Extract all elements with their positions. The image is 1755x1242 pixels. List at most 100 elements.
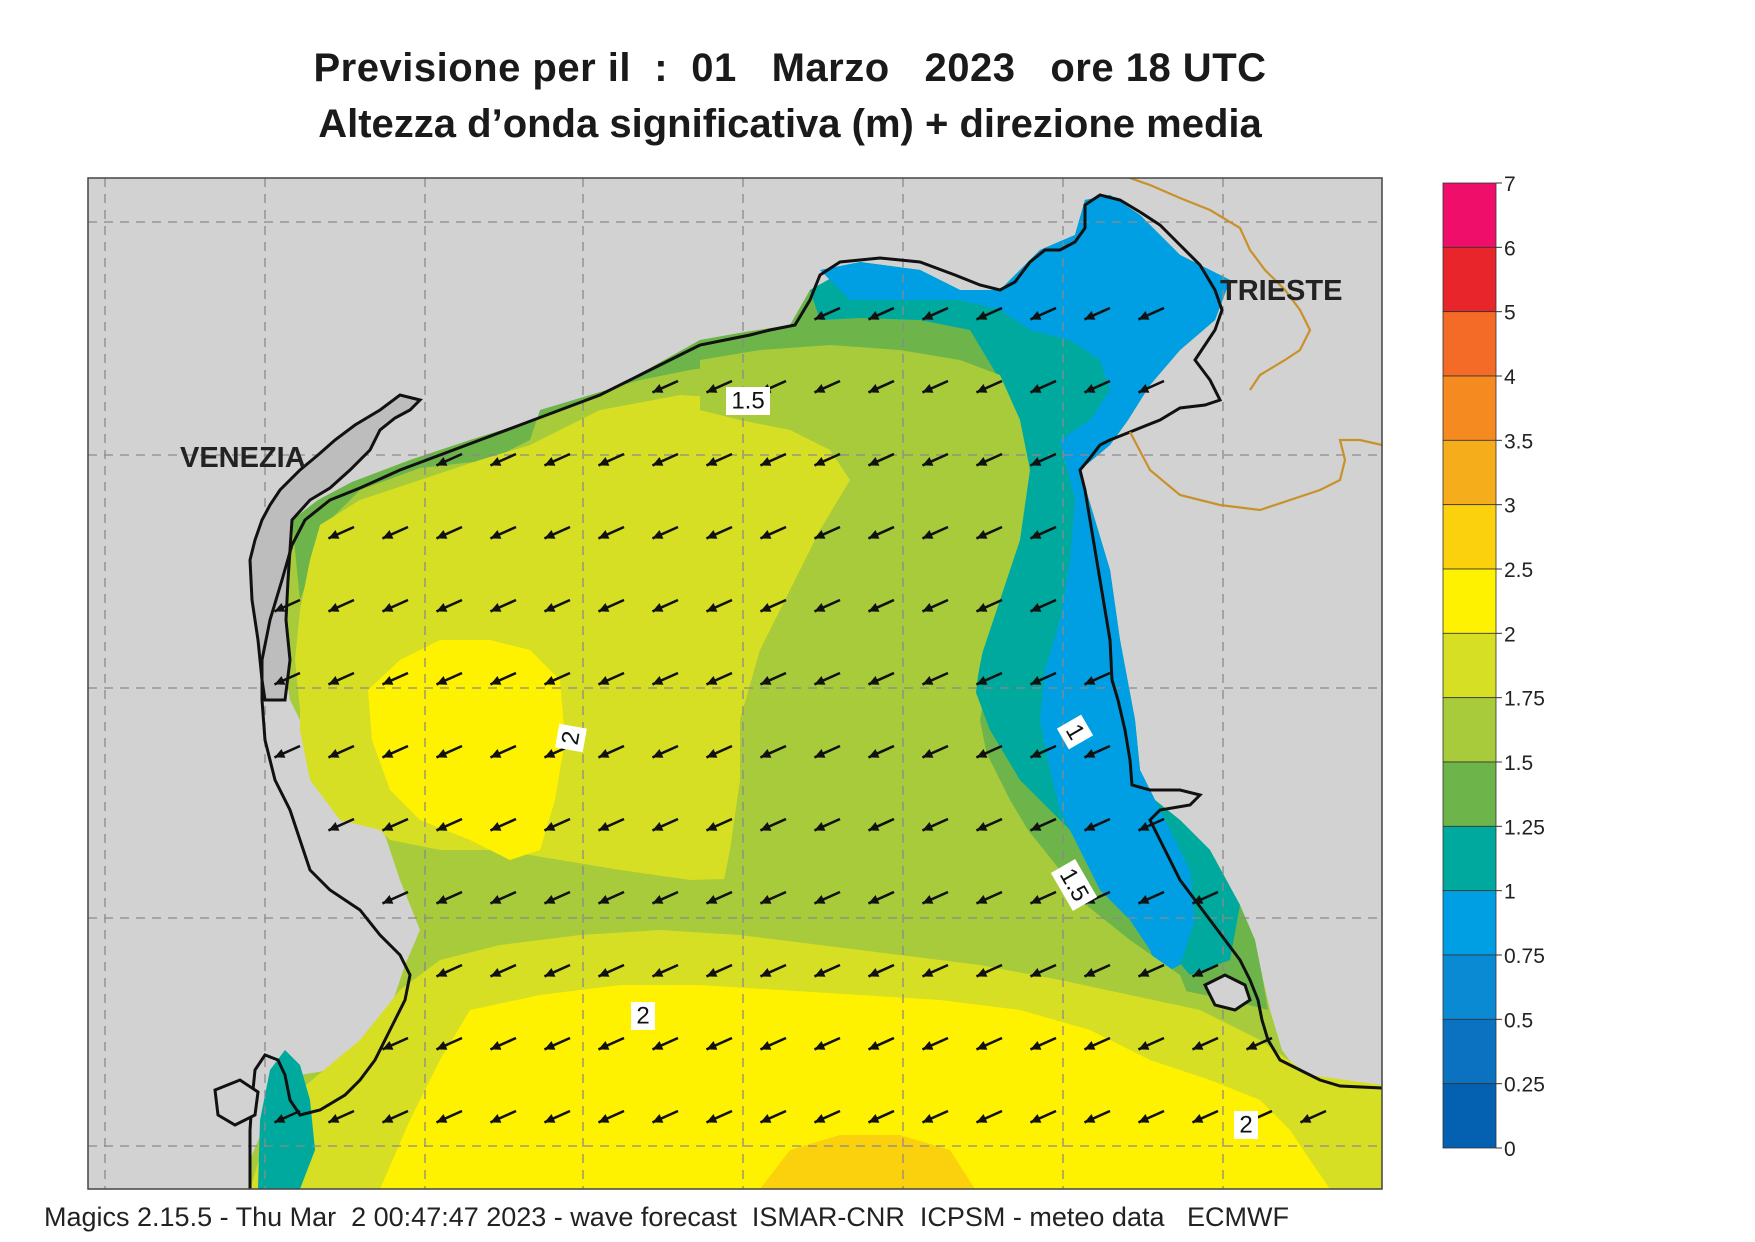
footer-credits: Magics 2.15.5 - Thu Mar 2 00:47:47 2023 …: [44, 1202, 1289, 1232]
wave-arrow-head: [976, 749, 988, 758]
legend-swatch: [1442, 568, 1497, 634]
svg-text:2: 2: [1239, 1112, 1252, 1139]
wave-arrow-head: [490, 530, 502, 539]
legend-swatch: [1442, 632, 1497, 699]
wave-arrow-head: [814, 968, 826, 977]
legend-tick-label: 1: [1504, 881, 1516, 904]
wave-arrow-head: [760, 822, 772, 831]
wave-arrow-head: [760, 1114, 772, 1123]
wave-arrow-head: [976, 603, 988, 612]
wave-arrow-head: [382, 676, 394, 685]
legend-tick-label: 2.5: [1504, 559, 1533, 582]
wave-arrow-head: [598, 822, 610, 831]
wave-arrow-head: [490, 968, 502, 977]
wave-arrow-head: [1084, 749, 1096, 758]
wave-arrow-head: [652, 749, 664, 758]
wave-arrow-head: [814, 676, 826, 685]
wave-arrow-head: [706, 603, 718, 612]
wave-arrow-head: [1138, 384, 1150, 393]
wave-arrow-head: [922, 1041, 934, 1050]
wave-arrow-head: [544, 457, 556, 466]
wave-arrow-head: [760, 676, 772, 685]
wave-arrow-head: [868, 384, 880, 393]
legend-swatch: [1442, 1083, 1497, 1149]
wave-arrow-head: [868, 676, 880, 685]
wave-arrow-head: [598, 1114, 610, 1123]
wave-arrow-head: [1084, 384, 1096, 393]
wave-arrow-head: [1084, 676, 1096, 685]
wave-arrow-head: [814, 1114, 826, 1123]
wave-arrow-head: [706, 1041, 718, 1050]
wave-arrow-head: [760, 749, 772, 758]
wave-arrow-head: [868, 530, 880, 539]
wave-arrow-head: [436, 895, 448, 904]
wave-arrow-head: [814, 311, 826, 320]
coastline-southwest: [248, 699, 412, 1189]
legend-tick-label: 2: [1504, 623, 1516, 646]
wave-arrow-head: [274, 749, 286, 758]
wave-arrow-head: [1084, 1114, 1096, 1123]
wave-arrow-head: [544, 895, 556, 904]
wave-arrow-head: [382, 749, 394, 758]
wave-arrow-head: [544, 1041, 556, 1050]
zone-2.0-south: [380, 985, 1330, 1189]
legend-tick-label: 3: [1504, 495, 1516, 518]
wave-arrow-head: [760, 530, 772, 539]
wave-arrow-head: [1192, 895, 1204, 904]
coastline-east: [1078, 210, 1382, 1090]
wave-arrow-head: [706, 457, 718, 466]
wave-arrow-head: [1192, 968, 1204, 977]
wave-arrow-head: [1084, 1041, 1096, 1050]
wave-arrow-head: [922, 749, 934, 758]
wave-arrow-head: [922, 1114, 934, 1123]
wave-arrow-head: [976, 384, 988, 393]
wave-arrow-head: [976, 457, 988, 466]
wave-arrow-head: [976, 968, 988, 977]
island-southeast: [1202, 973, 1252, 1012]
svg-text:2: 2: [557, 729, 586, 747]
wave-arrow-head: [436, 968, 448, 977]
wave-arrow-head: [814, 603, 826, 612]
wave-arrow-head: [328, 1114, 340, 1123]
contour-label-2-west: 2: [555, 723, 587, 753]
wave-arrow-head: [868, 311, 880, 320]
wave-arrow-head: [598, 968, 610, 977]
legend-tick-label: 6: [1504, 237, 1516, 260]
wave-arrow-head: [328, 530, 340, 539]
wave-arrow-head: [544, 749, 556, 758]
wave-arrow-head: [868, 968, 880, 977]
wave-arrow-head: [922, 968, 934, 977]
wave-arrow-head: [652, 457, 664, 466]
national-border: [1129, 178, 1382, 512]
wave-arrow-head: [1138, 968, 1150, 977]
wave-arrow-head: [652, 968, 664, 977]
wave-arrow-head: [652, 895, 664, 904]
wave-arrow-head: [1030, 676, 1042, 685]
wave-arrow-head: [868, 1041, 880, 1050]
wave-arrow-head: [598, 895, 610, 904]
wave-arrow-head: [382, 603, 394, 612]
wave-arrow-head: [922, 603, 934, 612]
map-frame: 1.5 2 1 1.5 2 2 VENEZIA: [88, 178, 1382, 1189]
wave-arrow-head: [436, 749, 448, 758]
wave-arrow-head: [598, 530, 610, 539]
wave-arrow-head: [868, 822, 880, 831]
wave-arrow-head: [652, 530, 664, 539]
legend-swatch: [1442, 182, 1497, 248]
wave-arrow-head: [1192, 1114, 1204, 1123]
wave-arrow-head: [814, 1041, 826, 1050]
zone-1.5-mid: [700, 345, 1190, 1000]
wave-arrow-head: [544, 822, 556, 831]
wave-arrow-head: [976, 1114, 988, 1123]
wave-arrow-head: [1030, 603, 1042, 612]
legend-swatch: [1442, 504, 1497, 570]
zone-0.75: [820, 195, 1230, 975]
legend-swatch: [1442, 439, 1497, 506]
contour-label-2-southeast: 2: [1234, 1111, 1258, 1139]
wave-arrow-head: [976, 530, 988, 539]
legend-tick-label: 0.25: [1504, 1074, 1545, 1097]
wave-arrow-head: [382, 1114, 394, 1123]
wave-arrow-head: [1030, 384, 1042, 393]
graticule: [88, 178, 1382, 1189]
